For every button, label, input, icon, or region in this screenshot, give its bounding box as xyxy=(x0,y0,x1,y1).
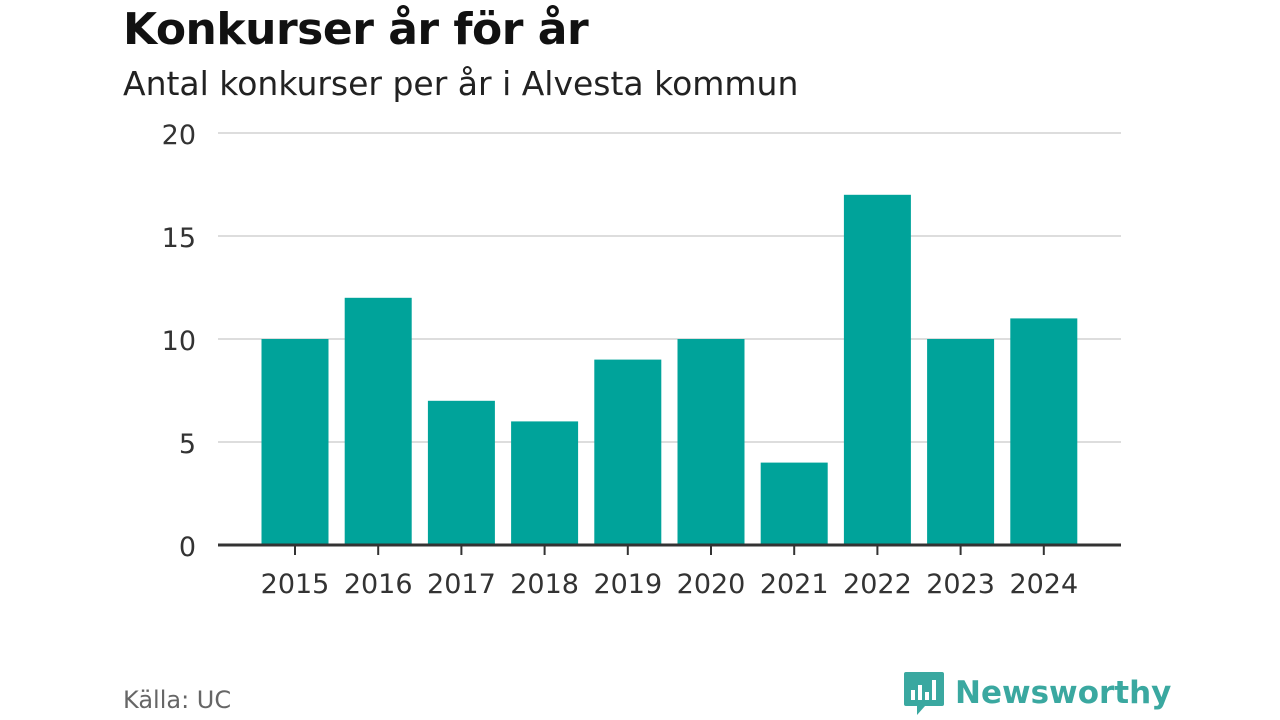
bar-2021 xyxy=(760,462,828,545)
y-tick-label: 15 xyxy=(162,223,196,254)
bar-2018 xyxy=(511,421,579,545)
x-tick-label: 2021 xyxy=(760,569,829,600)
x-tick-label: 2024 xyxy=(1009,569,1078,600)
chart-title: Konkurser år för år xyxy=(123,4,589,55)
y-tick-label: 5 xyxy=(179,429,196,460)
y-tick-label: 10 xyxy=(162,326,196,357)
axes xyxy=(218,543,1121,555)
bars xyxy=(261,194,1078,546)
x-tick-label: 2020 xyxy=(677,569,746,600)
tick-labels: 0 5 10 15 20 2015 2016 2017 2018 2019 2020 2021 2022… xyxy=(162,120,1079,600)
x-tick-label: 2015 xyxy=(261,569,330,600)
bar-2015 xyxy=(261,339,329,545)
bar-2017 xyxy=(427,400,495,545)
x-tick-label: 2017 xyxy=(427,569,496,600)
chart-subtitle: Antal konkurser per år i Alvesta kommun xyxy=(123,64,799,103)
x-tick-label: 2022 xyxy=(843,569,912,600)
source-note: Källa: UC xyxy=(123,686,232,714)
brand-logo: Newsworthy xyxy=(903,670,1171,716)
bar-2024 xyxy=(1010,318,1078,545)
brand-name: Newsworthy xyxy=(955,675,1172,711)
x-tick-label: 2023 xyxy=(926,569,995,600)
x-tick-label: 2019 xyxy=(593,569,662,600)
bar-2019 xyxy=(594,359,662,545)
y-tick-label: 0 xyxy=(179,532,196,563)
bar-2022 xyxy=(843,194,911,546)
bar-chart-speech-bubble-icon xyxy=(904,672,944,715)
y-tick-label: 20 xyxy=(162,120,196,151)
x-tick-label: 2018 xyxy=(510,569,579,600)
bar-2023 xyxy=(927,339,995,545)
bar-2016 xyxy=(344,297,412,545)
x-tick-label: 2016 xyxy=(344,569,413,600)
bar-2020 xyxy=(677,339,745,545)
